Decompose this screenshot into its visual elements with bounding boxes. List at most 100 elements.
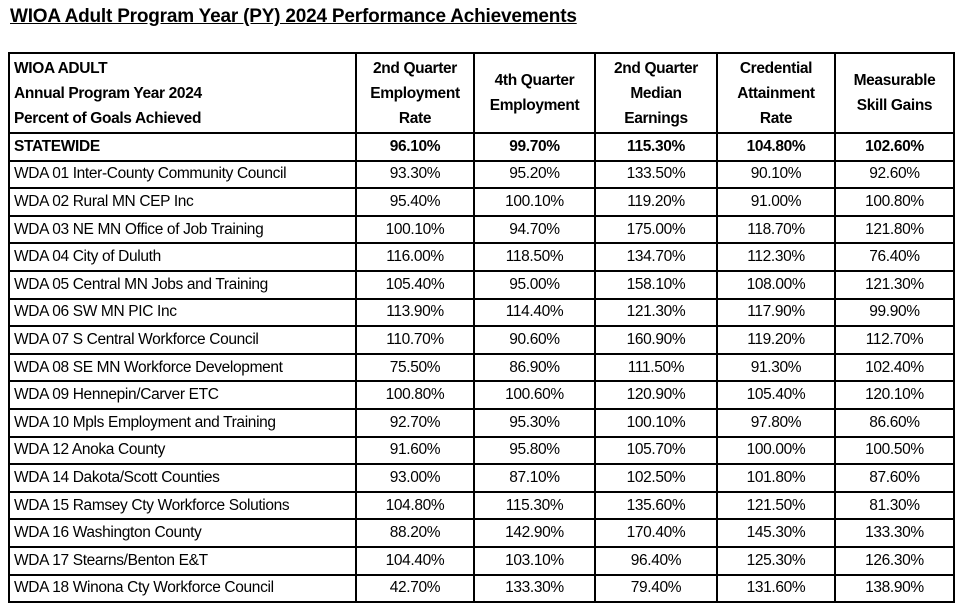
value-cell: 100.80% [355, 380, 475, 410]
value-cell: 118.50% [473, 242, 596, 272]
value-cell: 110.70% [355, 325, 475, 355]
value-cell: 120.90% [594, 380, 718, 410]
table-row: WDA 06 SW MN PIC Inc 113.90% 114.40% 121.30… [8, 297, 955, 328]
table-row: WDA 10 Mpls Employment and Training 92.70… [8, 407, 955, 438]
header-line: Employment [370, 84, 460, 102]
value-cell: 175.00% [594, 214, 718, 245]
table-row: WDA 04 City of Duluth 116.00% 118.50% 134.7… [8, 242, 955, 272]
value-cell: 126.30% [834, 545, 955, 576]
value-cell: 119.20% [594, 187, 718, 217]
header-label-line: WIOA ADULT [14, 59, 108, 77]
value-cell: 96.40% [594, 545, 718, 576]
value-cell: 42.70% [355, 573, 475, 603]
page-title: WIOA Adult Program Year (PY) 2024 Perfor… [10, 6, 577, 27]
value-cell: 112.30% [716, 242, 836, 272]
value-cell: 100.50% [834, 435, 955, 466]
table-row: WDA 15 Ramsey Cty Workforce Solutions 104… [8, 490, 955, 521]
value-cell: 95.40% [355, 187, 475, 217]
header-line: Measurable [853, 72, 936, 89]
value-cell: 133.30% [834, 518, 955, 548]
header-line: 2nd Quarter [372, 59, 457, 77]
value-cell: 86.60% [834, 407, 955, 438]
header-line: Rate [398, 109, 432, 127]
row-label: WDA 16 Washington County [8, 518, 357, 548]
row-label: WDA 17 Stearns/Benton E&T [8, 545, 357, 576]
row-label: WDA 14 Dakota/Scott Counties [8, 463, 357, 493]
value-cell: 102.60% [834, 132, 955, 162]
value-cell: 142.90% [473, 518, 596, 548]
value-cell: 108.00% [716, 269, 836, 300]
value-cell: 88.20% [355, 518, 475, 548]
table-row: WDA 05 Central MN Jobs and Training 105.4… [8, 269, 955, 300]
header-line: Employment [489, 97, 580, 114]
row-label: STATEWIDE [8, 132, 357, 162]
table-row: WDA 09 Hennepin/Carver ETC 100.80% 100.60%… [8, 380, 955, 410]
value-cell: 134.70% [594, 242, 718, 272]
row-label: WDA 01 Inter-County Community Council [8, 159, 357, 190]
value-cell: 105.40% [716, 380, 836, 410]
value-cell: 115.30% [594, 132, 718, 162]
header-line: Credential [739, 59, 813, 77]
table-row: WDA 08 SE MN Workforce Development 75.50%… [8, 352, 955, 383]
table-row: WDA 12 Anoka County 91.60% 95.80% 105.70% 10… [8, 435, 955, 466]
value-cell: 100.10% [473, 187, 596, 217]
value-cell: 133.30% [473, 573, 596, 603]
table-row: WDA 07 S Central Workforce Council 110.70… [8, 325, 955, 355]
value-cell: 114.40% [473, 297, 596, 328]
header-q4-employment: 4th Quarter Employment [473, 52, 596, 134]
value-cell: 93.30% [355, 159, 475, 190]
table-row: WDA 14 Dakota/Scott Counties 93.00% 87.10%… [8, 463, 955, 493]
value-cell: 103.10% [473, 545, 596, 576]
statewide-row: STATEWIDE 96.10% 99.70% 115.30% 104.80% 102.6… [8, 132, 955, 162]
value-cell: 117.90% [716, 297, 836, 328]
value-cell: 121.80% [834, 214, 955, 245]
table-row: WDA 18 Winona Cty Workforce Council 42.70… [8, 573, 955, 603]
header-q2-employment: 2nd Quarter Employment Rate [355, 52, 475, 134]
value-cell: 76.40% [834, 242, 955, 272]
value-cell: 91.30% [716, 352, 836, 383]
value-cell: 115.30% [473, 490, 596, 521]
value-cell: 119.20% [716, 325, 836, 355]
value-cell: 90.10% [716, 159, 836, 190]
header-skill-gains: Measurable Skill Gains [834, 52, 955, 134]
value-cell: 95.30% [473, 407, 596, 438]
value-cell: 100.00% [716, 435, 836, 466]
value-cell: 100.60% [473, 380, 596, 410]
header-line: Earnings [624, 109, 688, 127]
value-cell: 81.30% [834, 490, 955, 521]
value-cell: 97.80% [716, 407, 836, 438]
table-row: WDA 03 NE MN Office of Job Training 100.1… [8, 214, 955, 245]
value-cell: 135.60% [594, 490, 718, 521]
value-cell: 92.60% [834, 159, 955, 190]
value-cell: 87.60% [834, 463, 955, 493]
value-cell: 112.70% [834, 325, 955, 355]
value-cell: 95.20% [473, 159, 596, 190]
value-cell: 92.70% [355, 407, 475, 438]
value-cell: 118.70% [716, 214, 836, 245]
header-line: 2nd Quarter [613, 59, 698, 77]
table-row: WDA 02 Rural MN CEP Inc 95.40% 100.10% 119.… [8, 187, 955, 217]
row-label: WDA 10 Mpls Employment and Training [8, 407, 357, 438]
value-cell: 104.80% [716, 132, 836, 162]
value-cell: 105.70% [594, 435, 718, 466]
row-label: WDA 05 Central MN Jobs and Training [8, 269, 357, 300]
row-label: WDA 12 Anoka County [8, 435, 357, 466]
value-cell: 102.50% [594, 463, 718, 493]
value-cell: 91.60% [355, 435, 475, 466]
value-cell: 95.80% [473, 435, 596, 466]
row-label: WDA 07 S Central Workforce Council [8, 325, 357, 355]
row-label: WDA 04 City of Duluth [8, 242, 357, 272]
value-cell: 104.40% [355, 545, 475, 576]
value-cell: 100.80% [834, 187, 955, 217]
value-cell: 102.40% [834, 352, 955, 383]
value-cell: 93.00% [355, 463, 475, 493]
header-median-earnings: 2nd Quarter Median Earnings [594, 52, 718, 134]
value-cell: 86.90% [473, 352, 596, 383]
value-cell: 101.80% [716, 463, 836, 493]
header-label-cell: WIOA ADULT Annual Program Year 2024 Perc… [8, 52, 357, 134]
value-cell: 113.90% [355, 297, 475, 328]
value-cell: 121.30% [834, 269, 955, 300]
value-cell: 133.50% [594, 159, 718, 190]
value-cell: 120.10% [834, 380, 955, 410]
value-cell: 170.40% [594, 518, 718, 548]
